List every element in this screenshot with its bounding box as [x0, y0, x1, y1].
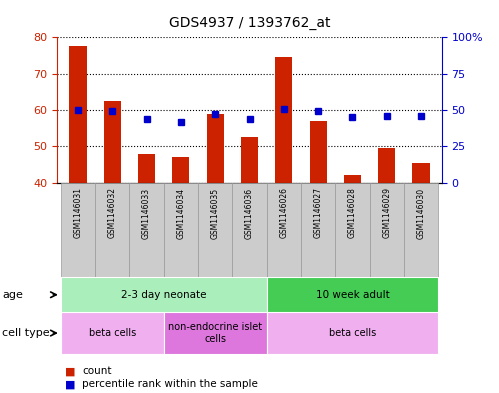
Bar — [61, 277, 266, 312]
Text: GSM1146035: GSM1146035 — [211, 187, 220, 239]
Text: GSM1146034: GSM1146034 — [176, 187, 186, 239]
Text: GSM1146028: GSM1146028 — [348, 187, 357, 238]
Text: count: count — [82, 366, 112, 376]
Text: non-endocrine islet
cells: non-endocrine islet cells — [168, 322, 262, 344]
Bar — [241, 137, 258, 183]
Bar — [413, 163, 430, 183]
Bar — [164, 183, 198, 277]
Bar — [344, 175, 361, 183]
Text: GSM1146029: GSM1146029 — [382, 187, 391, 239]
Bar — [129, 183, 164, 277]
Text: ■: ■ — [65, 366, 75, 376]
Bar — [266, 277, 438, 312]
Bar — [207, 114, 224, 183]
Bar — [266, 183, 301, 277]
Text: GSM1146026: GSM1146026 — [279, 187, 288, 239]
Bar — [370, 183, 404, 277]
Text: beta cells: beta cells — [329, 328, 376, 338]
Text: cell type: cell type — [2, 328, 50, 338]
Text: beta cells: beta cells — [89, 328, 136, 338]
Bar — [378, 148, 395, 183]
Bar — [301, 183, 335, 277]
Bar — [95, 183, 129, 277]
Text: GDS4937 / 1393762_at: GDS4937 / 1393762_at — [169, 16, 330, 30]
Text: GSM1146036: GSM1146036 — [245, 187, 254, 239]
Text: ■: ■ — [65, 379, 75, 389]
Bar — [61, 183, 95, 277]
Bar — [172, 157, 190, 183]
Text: GSM1146032: GSM1146032 — [108, 187, 117, 239]
Bar — [69, 46, 86, 183]
Text: GSM1146031: GSM1146031 — [73, 187, 82, 239]
Bar — [104, 101, 121, 183]
Text: GSM1146033: GSM1146033 — [142, 187, 151, 239]
Text: GSM1146027: GSM1146027 — [313, 187, 323, 239]
Bar — [164, 312, 266, 354]
Bar — [404, 183, 438, 277]
Bar — [61, 312, 164, 354]
Bar — [198, 183, 233, 277]
Text: age: age — [2, 290, 23, 300]
Text: GSM1146030: GSM1146030 — [417, 187, 426, 239]
Bar — [233, 183, 266, 277]
Bar — [335, 183, 370, 277]
Bar — [266, 312, 438, 354]
Bar — [138, 154, 155, 183]
Text: 10 week adult: 10 week adult — [315, 290, 389, 300]
Bar — [309, 121, 327, 183]
Bar — [275, 57, 292, 183]
Text: 2-3 day neonate: 2-3 day neonate — [121, 290, 207, 300]
Text: percentile rank within the sample: percentile rank within the sample — [82, 379, 258, 389]
